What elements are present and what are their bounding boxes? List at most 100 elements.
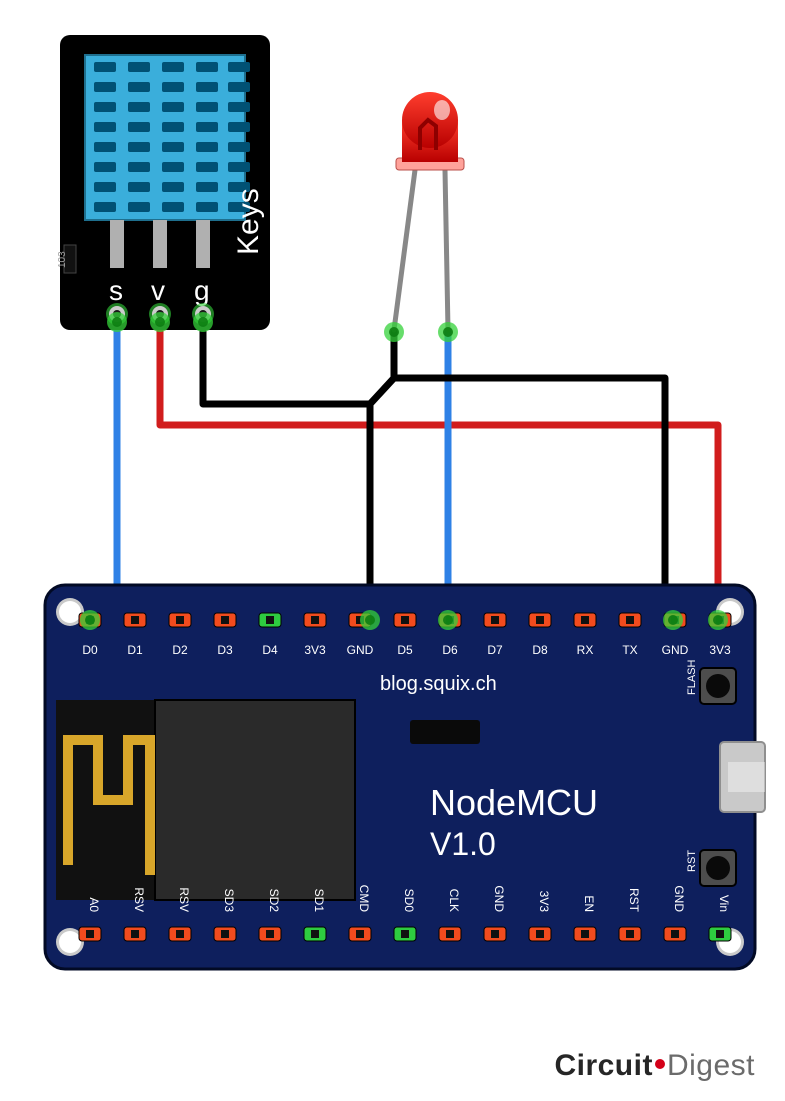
brand-rest: Digest (667, 1049, 755, 1082)
pin-label: GND (492, 885, 506, 912)
usb-slot (728, 762, 765, 792)
pin-hole (401, 930, 409, 938)
dht11-module: 103Keyssvg (57, 35, 270, 330)
footer-brand: Circuit Digest (554, 1049, 755, 1083)
usb-serial-chip (410, 720, 480, 744)
wire-end-glows (80, 312, 728, 630)
pin-label: GND (662, 643, 689, 657)
pin-hole (221, 930, 229, 938)
pin-hole (356, 930, 364, 938)
dht-g-to-gnd-left (203, 322, 370, 620)
pin-label: RST (627, 888, 641, 913)
dht-vent-slot (128, 82, 150, 92)
pin-label: RSV (177, 887, 191, 912)
pin-hole (491, 930, 499, 938)
pin-label: EN (582, 895, 596, 912)
dht-vent-slot (94, 82, 116, 92)
pin-label: D3 (217, 643, 233, 657)
dht-vent-slot (94, 202, 116, 212)
silk-text: V1.0 (430, 826, 496, 862)
pin-label: D7 (487, 643, 503, 657)
dht-vent-slot (196, 162, 218, 172)
dht-vent-slot (196, 82, 218, 92)
pin-hole (266, 616, 274, 624)
diagram-canvas: 103Keyssvg blog.squix.chNodeMCUV1.0FLASH… (0, 0, 785, 1101)
dht-vent-slot (162, 142, 184, 152)
button-cap (706, 674, 730, 698)
wire-end-core (112, 317, 122, 327)
gnd-bridge (370, 378, 394, 404)
dht-vent-slot (196, 122, 218, 132)
pin-label: SD3 (222, 889, 236, 913)
dht-vent-slot (128, 202, 150, 212)
pin-label: SD1 (312, 889, 326, 913)
wire-end-core (668, 615, 678, 625)
pin-hole (581, 930, 589, 938)
pin-label: RX (577, 643, 594, 657)
pin-label: 3V3 (304, 643, 326, 657)
pin-hole (446, 930, 454, 938)
dht-vent-slot (94, 62, 116, 72)
dht-vent-slot (94, 182, 116, 192)
brand-dot-icon (655, 1059, 665, 1069)
wire-end-core (713, 615, 723, 625)
dht-vent-slot (228, 62, 250, 72)
pin-label: D6 (442, 643, 458, 657)
dht-vent-slot (128, 182, 150, 192)
dht-vent-slot (94, 162, 116, 172)
wire-end-core (443, 615, 453, 625)
dht-side-text: Keys (232, 188, 265, 255)
led-cathode-to-gnd (394, 332, 673, 620)
pin-label: D1 (127, 643, 143, 657)
led-component (394, 92, 464, 330)
dht-vent-slot (196, 62, 218, 72)
pin-hole (266, 930, 274, 938)
pin-hole (716, 930, 724, 938)
dht-vent-slot (162, 122, 184, 132)
pin-label: CLK (447, 889, 461, 912)
dht-s-to-d0 (90, 322, 117, 620)
pin-hole (581, 616, 589, 624)
silk-text: NodeMCU (430, 782, 598, 823)
pin-label: RSV (132, 887, 146, 912)
dht-vent-slot (162, 162, 184, 172)
pin-label: CMD (357, 885, 371, 913)
pin-hole (131, 930, 139, 938)
led-highlight (434, 100, 450, 120)
nodemcu-board: blog.squix.chNodeMCUV1.0FLASHRSTD0D1D2D3… (45, 585, 765, 969)
pin-hole (491, 616, 499, 624)
dht-vent-slot (228, 142, 250, 152)
pin-hole (86, 930, 94, 938)
pin-hole (176, 616, 184, 624)
pin-label: 3V3 (709, 643, 731, 657)
dht-vent-slot (128, 62, 150, 72)
dht-vent-slot (94, 122, 116, 132)
dht-vent-slot (94, 102, 116, 112)
pin-hole (536, 930, 544, 938)
pin-hole (671, 930, 679, 938)
pin-label: 3V3 (537, 891, 551, 913)
pin-label: GND (347, 643, 374, 657)
dht-pin-label: v (151, 275, 165, 306)
dht-vent-slot (128, 162, 150, 172)
pin-hole (311, 930, 319, 938)
pin-label: Vin (717, 895, 731, 912)
brand-bold: Circuit (554, 1049, 653, 1082)
silk-text: RST (686, 850, 698, 872)
dht-v-to-3v3 (160, 322, 718, 620)
dht-sensor-leg (196, 220, 210, 268)
pin-label: D0 (82, 643, 98, 657)
pin-label: GND (672, 885, 686, 912)
button-cap (706, 856, 730, 880)
silk-text: FLASH (686, 659, 698, 695)
dht-vent-slot (228, 122, 250, 132)
dht-pin-label: g (194, 275, 210, 306)
pin-label: D5 (397, 643, 413, 657)
led-leg-anode (445, 170, 448, 330)
pin-label: SD2 (267, 889, 281, 913)
dht-vent-slot (162, 102, 184, 112)
pin-label: D8 (532, 643, 548, 657)
dht-vent-slot (128, 102, 150, 112)
dht-chip-text: 103 (57, 251, 68, 268)
dht-vent-slot (228, 102, 250, 112)
